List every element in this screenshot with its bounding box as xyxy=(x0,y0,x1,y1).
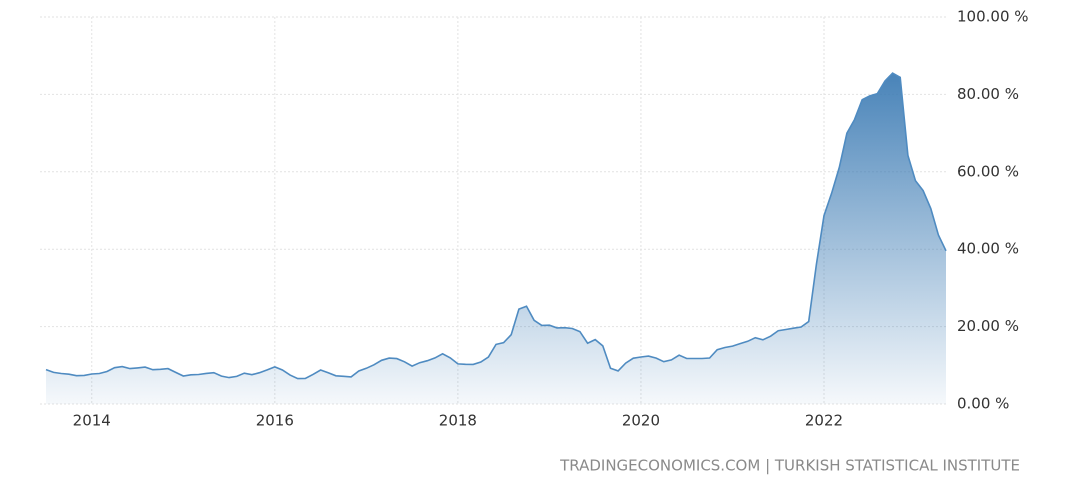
y-tick-label: 100.00 % xyxy=(957,8,1029,26)
y-tick-label: 60.00 % xyxy=(957,162,1019,180)
area xyxy=(46,73,946,404)
x-tick-label: 2014 xyxy=(73,412,111,430)
y-tick-label: 40.00 % xyxy=(957,240,1019,258)
x-tick-label: 2018 xyxy=(439,412,477,430)
x-tick-label: 2016 xyxy=(256,412,294,430)
source: TRADINGECONOMICS.COM | TURKISH STATISTIC… xyxy=(559,457,1020,475)
y-tick-label: 20.00 % xyxy=(957,317,1019,335)
line xyxy=(45,72,947,380)
x-tick-label: 2022 xyxy=(805,412,843,430)
y-tick-label: 0.00 % xyxy=(957,395,1009,413)
x-tick-label: 2020 xyxy=(622,412,660,430)
y-tick-label: 80.00 % xyxy=(957,85,1019,103)
